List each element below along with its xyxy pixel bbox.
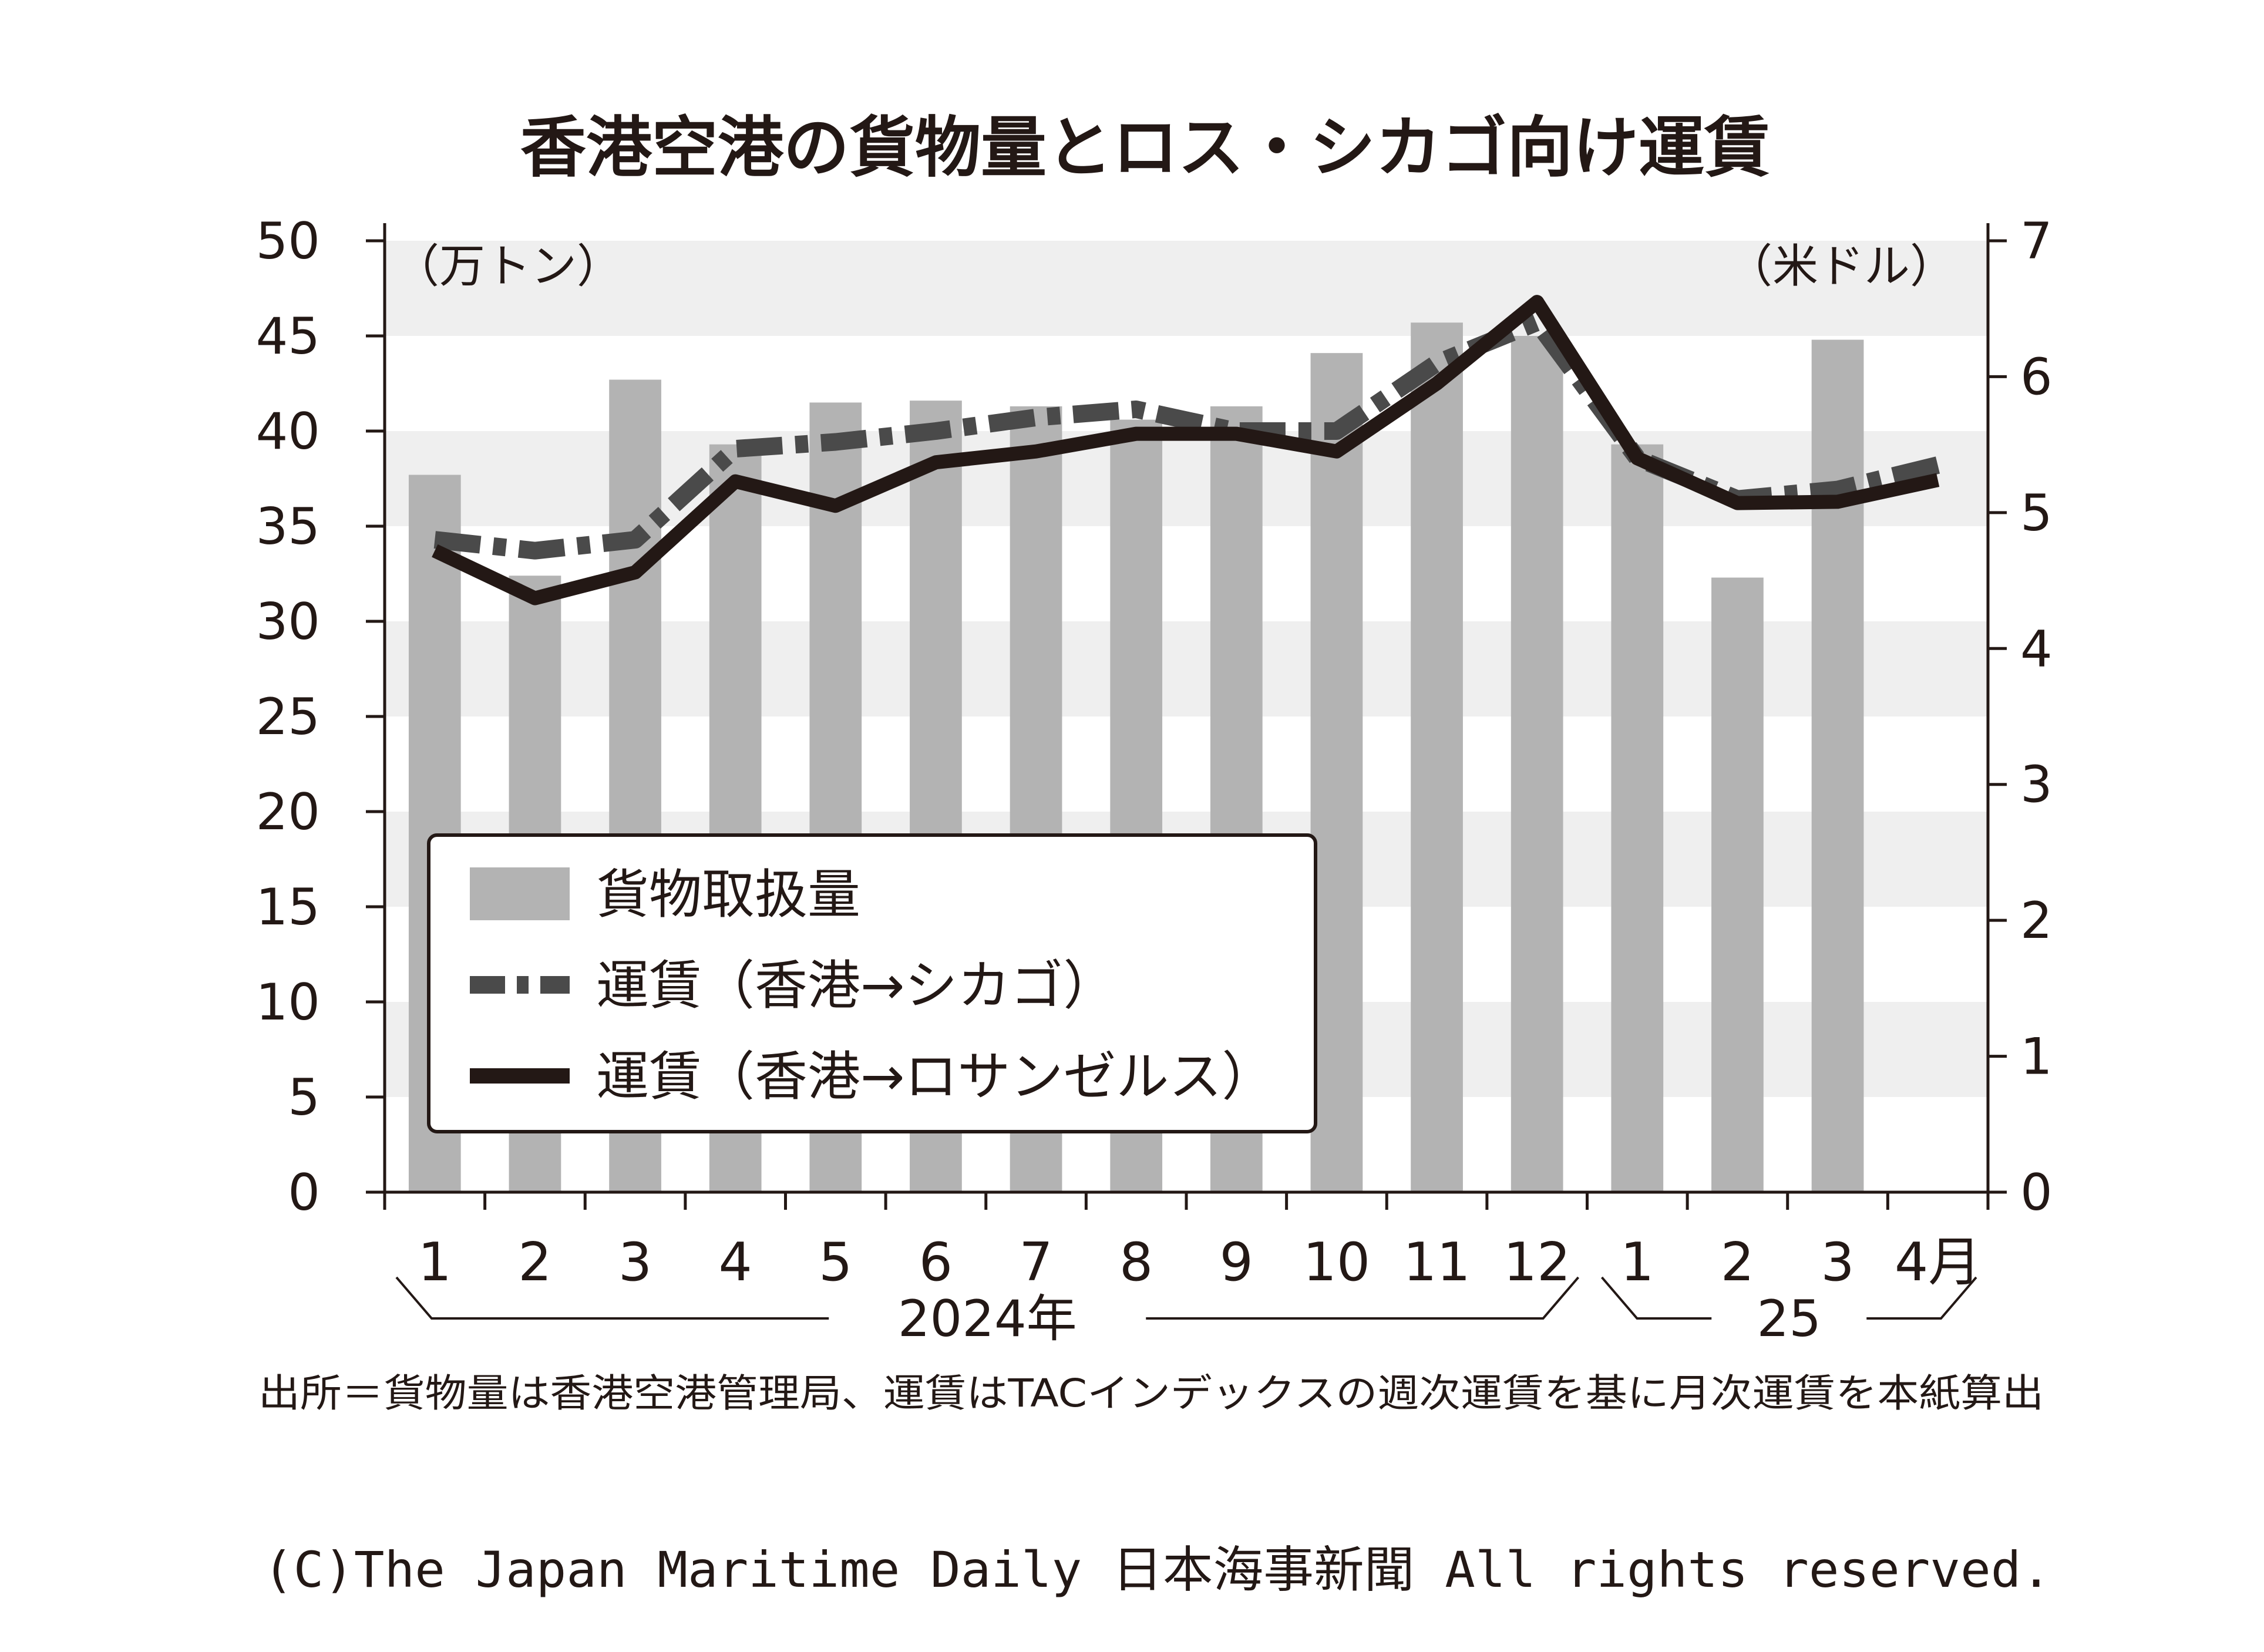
point-losangeles-rate <box>434 550 435 551</box>
point-chicago-rate <box>534 550 536 551</box>
right-tick-label: 6 <box>2020 348 2053 406</box>
left-tick-label: 40 <box>256 402 320 461</box>
point-losangeles-rate <box>1035 451 1037 452</box>
point-chicago-rate <box>635 539 636 540</box>
bar-cargo-volume <box>1711 577 1764 1192</box>
x-tick-label: 12 <box>1503 1232 1571 1293</box>
left-tick-label: 25 <box>256 688 320 746</box>
x-tick-label: 4 <box>719 1232 752 1293</box>
legend-label: 運賃（香港→シカゴ） <box>596 955 1116 1017</box>
bar-cargo-volume <box>1611 444 1664 1193</box>
right-tick-label: 0 <box>2020 1163 2053 1222</box>
legend-label: 運賃（香港→ロサンゼルス） <box>596 1046 1274 1108</box>
grid-band <box>385 241 1988 336</box>
legend-label: 貨物取扱量 <box>596 864 860 926</box>
bar-cargo-volume <box>1411 322 1463 1192</box>
x-tick-label: 8 <box>1119 1232 1153 1293</box>
point-losangeles-rate <box>1637 457 1638 459</box>
x-tick-label: 2 <box>1721 1232 1754 1293</box>
x-tick-label: 10 <box>1303 1232 1371 1293</box>
left-tick-label: 45 <box>256 307 320 366</box>
point-losangeles-rate <box>1336 451 1337 452</box>
point-losangeles-rate <box>735 481 736 482</box>
bar-cargo-volume <box>1310 353 1363 1193</box>
left-tick-label: 5 <box>288 1068 320 1127</box>
left-axis-unit: （万トン） <box>393 240 623 293</box>
point-chicago-rate <box>1136 409 1137 410</box>
lines-layer <box>432 295 1940 605</box>
right-axis-unit: （米ドル） <box>1727 240 1956 293</box>
point-chicago-rate <box>434 539 435 540</box>
year-group-label: 25 <box>1757 1290 1821 1348</box>
point-chicago-rate <box>1837 489 1838 490</box>
point-chicago-rate <box>1536 322 1538 323</box>
legend-swatch-cargo <box>470 867 570 920</box>
point-losangeles-rate <box>935 462 936 463</box>
copyright-notice: (C)The Japan Maritime Daily 日本海事新聞 All r… <box>263 1541 2051 1599</box>
x-tick-label: 9 <box>1220 1232 1253 1293</box>
x-tick-label: 1 <box>418 1232 452 1293</box>
x-tick-label: 11 <box>1403 1232 1471 1293</box>
x-tick-label: 3 <box>618 1232 652 1293</box>
left-tick-label: 20 <box>256 783 320 842</box>
point-losangeles-rate <box>1136 433 1137 435</box>
source-note: 出所＝貨物量は香港空港管理局、運賃はTACインデックスの週次運賃を基に月次運賃を… <box>258 1371 2044 1416</box>
point-losangeles-rate <box>1437 383 1438 384</box>
right-tick-label: 7 <box>2020 212 2053 271</box>
year-bracket <box>1600 1276 1977 1320</box>
right-tick-label: 2 <box>2020 891 2053 950</box>
year-bracket <box>395 1276 1580 1320</box>
line-losangeles-rate <box>432 295 1940 605</box>
right-tick-label: 4 <box>2020 620 2053 678</box>
x-tick-label: 6 <box>919 1232 953 1293</box>
right-tick-label: 5 <box>2020 484 2053 543</box>
left-tick-label: 0 <box>288 1163 320 1222</box>
point-chicago-rate <box>735 448 736 449</box>
point-losangeles-rate <box>1837 501 1838 502</box>
point-chicago-rate <box>835 442 836 443</box>
left-tick-label: 50 <box>256 212 320 271</box>
point-losangeles-rate <box>534 598 536 599</box>
point-chicago-rate <box>1035 417 1037 418</box>
point-chicago-rate <box>1336 430 1337 432</box>
x-tick-label: 2 <box>518 1232 551 1293</box>
point-losangeles-rate <box>1937 479 1939 480</box>
point-chicago-rate <box>935 430 936 432</box>
x-tick-label: 4月 <box>1895 1232 1981 1293</box>
x-tick-label: 3 <box>1821 1232 1854 1293</box>
left-tick-label: 15 <box>256 878 320 937</box>
right-tick-label: 1 <box>2020 1028 2053 1086</box>
point-losangeles-rate <box>1236 433 1237 435</box>
bar-cargo-volume <box>1511 336 1563 1192</box>
year-group-label: 2024年 <box>898 1290 1077 1348</box>
chart-title: 香港空港の貨物量とロス・シカゴ向け運賃 <box>520 110 1770 186</box>
x-tick-label: 7 <box>1019 1232 1052 1293</box>
point-losangeles-rate <box>635 572 636 573</box>
x-tick-label: 1 <box>1620 1232 1654 1293</box>
point-chicago-rate <box>1437 362 1438 364</box>
left-tick-label: 10 <box>256 973 320 1032</box>
legend-box <box>427 833 1317 1133</box>
left-tick-label: 35 <box>256 497 320 556</box>
bar-cargo-volume <box>1811 339 1864 1192</box>
point-losangeles-rate <box>835 505 836 506</box>
x-tick-label: 5 <box>819 1232 852 1293</box>
point-chicago-rate <box>1937 465 1939 466</box>
point-losangeles-rate <box>1737 503 1738 504</box>
point-losangeles-rate <box>1536 301 1538 302</box>
right-tick-label: 3 <box>2020 756 2053 815</box>
left-tick-label: 30 <box>256 593 320 651</box>
